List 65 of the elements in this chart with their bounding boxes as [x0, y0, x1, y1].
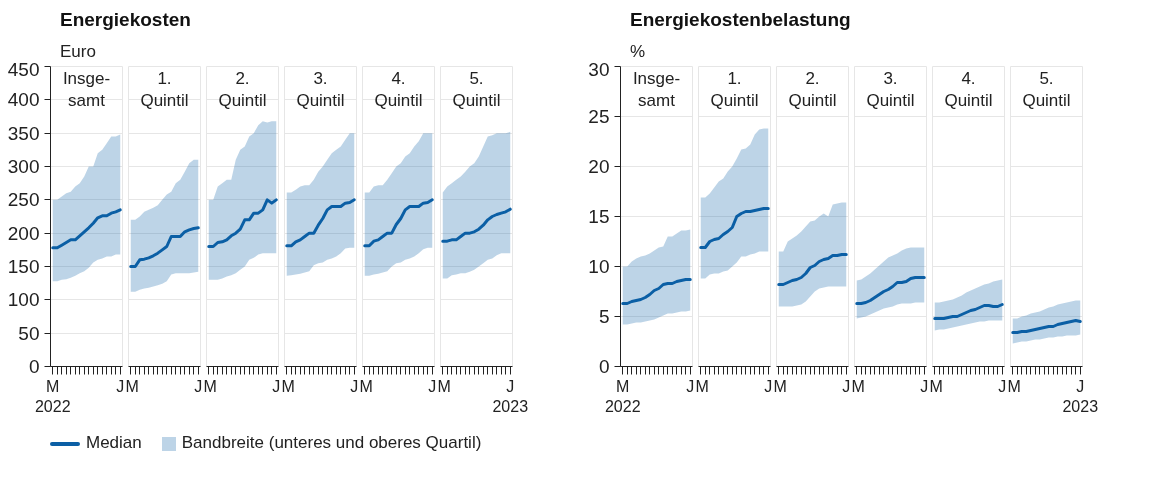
text: 2022: [604, 397, 641, 415]
x-tick-label: J: [842, 377, 851, 395]
y-tick-label: 400: [7, 89, 40, 111]
text: Energiekostenbelastung: [630, 9, 851, 30]
text: 2023: [492, 397, 529, 415]
text: 3. Quintil: [866, 68, 915, 111]
line-series: [51, 208, 122, 250]
x-tick-label: M: [125, 377, 139, 395]
x-tick-label: M: [851, 377, 865, 395]
text: 1. Quintil: [140, 68, 189, 111]
y-tick-label: 300: [7, 156, 40, 177]
x-tick-label: M: [773, 377, 787, 395]
y-tick-label: 20: [588, 156, 610, 177]
y-tick-label: 100: [7, 289, 40, 311]
y-tick-label: 200: [7, 222, 40, 244]
y-tick-label: 15: [588, 206, 610, 227]
y-axis-title: %: [630, 41, 646, 63]
x-tick-label: M: [695, 377, 709, 395]
x-tick-label: J: [764, 377, 773, 395]
text: 2. Quintil: [218, 68, 267, 111]
x-tick-label: J: [272, 377, 281, 395]
text: 3. Quintil: [296, 68, 345, 111]
text: 1. Quintil: [710, 68, 759, 111]
y-tick-label: 50: [18, 322, 40, 344]
x-tick-label: M: [929, 377, 943, 395]
legend-label: Median: [85, 433, 142, 452]
x-tick-label: M: [1007, 377, 1021, 395]
text: 2. Quintil: [788, 68, 837, 111]
x-tick-label: M: [46, 377, 60, 395]
y-tick-label: 10: [588, 256, 610, 277]
x-tick-label: M: [616, 377, 630, 395]
x-tick-label: J: [428, 377, 437, 395]
y-tick-label: 30: [588, 58, 610, 80]
x-tick-label: M: [281, 377, 295, 395]
text: 5. Quintil: [1022, 68, 1071, 111]
x-tick-label: J: [194, 377, 203, 395]
text: 5. Quintil: [452, 68, 501, 111]
y-tick-label: 150: [7, 256, 40, 277]
x-tick-label: J: [116, 377, 125, 395]
y-tick-label: 5: [598, 306, 610, 327]
text: 4. Quintil: [374, 68, 423, 111]
y-axis-title: Euro: [60, 41, 96, 63]
x-tick-label: J: [506, 377, 515, 395]
text: 4. Quintil: [944, 68, 993, 111]
x-tick-label: J: [920, 377, 929, 395]
y-tick-label: 25: [588, 106, 610, 127]
y-tick-label: 450: [7, 58, 40, 80]
text: Insge- samt: [632, 68, 681, 111]
x-tick-label: M: [203, 377, 217, 395]
text: 2022: [34, 397, 71, 415]
text: Bandbreite (unteres und oberes Quartil): [180, 433, 482, 452]
y-tick-label: 0: [598, 356, 610, 377]
chart-title: Energiekosten: [60, 9, 191, 30]
y-tick-label: 350: [7, 122, 40, 144]
y-tick-label: 250: [7, 189, 40, 211]
x-tick-label: M: [437, 377, 451, 395]
x-tick-label: J: [998, 377, 1007, 395]
x-tick-label: J: [686, 377, 695, 395]
text: 2023: [1062, 397, 1099, 415]
text: Insge- samt: [62, 68, 111, 111]
y-tick-label: 0: [28, 356, 40, 377]
x-tick-label: M: [359, 377, 373, 395]
line-series: [621, 278, 692, 305]
x-tick-label: J: [1076, 377, 1085, 395]
x-tick-label: J: [350, 377, 359, 395]
